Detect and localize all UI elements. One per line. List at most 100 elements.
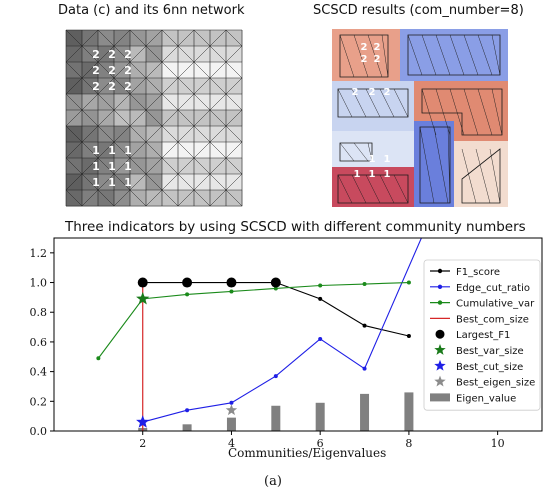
- community-edge: [367, 142, 373, 162]
- grid-cell: [146, 30, 163, 47]
- network-edge: [129, 61, 147, 79]
- network-edge: [145, 141, 163, 159]
- series-line: [142, 238, 422, 423]
- eigen-bar: [315, 402, 325, 431]
- largest-f1-marker: [137, 277, 148, 288]
- node-label: 1: [92, 160, 100, 173]
- legend-label: Best_eigen_size: [456, 378, 535, 389]
- grid-cell: [130, 110, 147, 127]
- grid-cell: [194, 174, 211, 191]
- grid-cell: [146, 190, 163, 207]
- grid-cell: [178, 158, 195, 175]
- network-edge: [113, 61, 131, 79]
- grid-cell: [82, 62, 99, 79]
- network-edge: [193, 125, 211, 143]
- grid-cell: [98, 78, 115, 95]
- network-edge: [129, 77, 147, 95]
- network-edge: [97, 109, 115, 127]
- grid-cell: [66, 46, 83, 63]
- grid-cell: [210, 158, 227, 175]
- network-edge: [209, 77, 227, 95]
- community-label: 1: [369, 169, 376, 180]
- grid-cell: [114, 62, 131, 79]
- series-point: [406, 333, 411, 338]
- network-edge: [209, 109, 227, 127]
- legend-marker: [437, 268, 443, 274]
- community-region: [332, 167, 414, 207]
- chart-title: Three indicators by using SCSCD with dif…: [65, 219, 526, 235]
- community-edge: [449, 34, 465, 76]
- community-label: 2: [374, 42, 381, 53]
- grid-cell: [146, 158, 163, 175]
- series-point: [362, 366, 367, 371]
- network-edge: [65, 157, 83, 175]
- grid-cell: [66, 142, 83, 159]
- legend-label: Edge_cut_ratio: [456, 283, 530, 294]
- community-label: 2: [352, 87, 359, 98]
- network-edge: [177, 141, 195, 159]
- network-edge: [145, 109, 163, 127]
- network-edge: [193, 45, 211, 63]
- community-edge: [463, 34, 479, 76]
- network-edge: [209, 141, 227, 159]
- node-label: 1: [108, 144, 116, 157]
- grid-cell: [130, 78, 147, 95]
- network-edge: [129, 157, 147, 175]
- grid-cell: [82, 190, 99, 207]
- node-label: 1: [108, 160, 116, 173]
- grid-cell: [66, 78, 83, 95]
- community-edge: [447, 126, 451, 204]
- network-edge: [209, 93, 227, 111]
- grid-cell: [178, 126, 195, 143]
- network-edge: [225, 29, 243, 47]
- right-community-panel: 2 22 22 2 21 11 1 1: [332, 29, 508, 207]
- node-label: 2: [92, 48, 100, 61]
- grid-cell: [226, 78, 243, 95]
- network-edge: [193, 93, 211, 111]
- network-edge: [161, 61, 179, 79]
- network-edge: [113, 189, 131, 207]
- community-edge: [477, 34, 493, 76]
- network-edge: [225, 109, 243, 127]
- plot-area: [96, 238, 422, 431]
- grid-cell: [162, 174, 179, 191]
- legend-label: F1_score: [456, 267, 500, 278]
- grid-cell: [226, 46, 243, 63]
- grid-cell: [114, 94, 131, 111]
- grid-cell: [178, 62, 195, 79]
- x-tick-label: 8: [405, 437, 412, 450]
- network-edge: [145, 173, 163, 191]
- series-point: [318, 296, 323, 301]
- best-cut-size-marker: [136, 415, 150, 428]
- network-edge: [81, 157, 99, 175]
- node-label: 2: [92, 80, 100, 93]
- network-edge: [97, 61, 115, 79]
- grid-cell: [210, 30, 227, 47]
- network-edge: [81, 125, 99, 143]
- network-edge: [145, 93, 163, 111]
- node-label: 1: [124, 160, 132, 173]
- grid-cell: [194, 142, 211, 159]
- network-edge: [145, 125, 163, 143]
- network-edge: [65, 173, 83, 191]
- network-edge: [129, 173, 147, 191]
- legend-marker: [430, 393, 450, 402]
- series-point: [273, 374, 278, 379]
- network-edge: [129, 45, 147, 63]
- community-edge: [421, 34, 437, 76]
- network-edge: [161, 173, 179, 191]
- community-edge: [419, 126, 435, 204]
- network-edge: [65, 125, 83, 143]
- network-edge: [177, 125, 195, 143]
- community-edge: [339, 34, 355, 78]
- grid-cell: [146, 126, 163, 143]
- network-edge: [65, 61, 83, 79]
- network-edge: [225, 141, 243, 159]
- node-label: 2: [124, 80, 132, 93]
- series-point: [406, 280, 411, 285]
- grid-cell: [162, 142, 179, 159]
- network-edge: [113, 125, 131, 143]
- network-edge: [177, 29, 195, 47]
- network-edge: [225, 125, 243, 143]
- grid-cell: [82, 30, 99, 47]
